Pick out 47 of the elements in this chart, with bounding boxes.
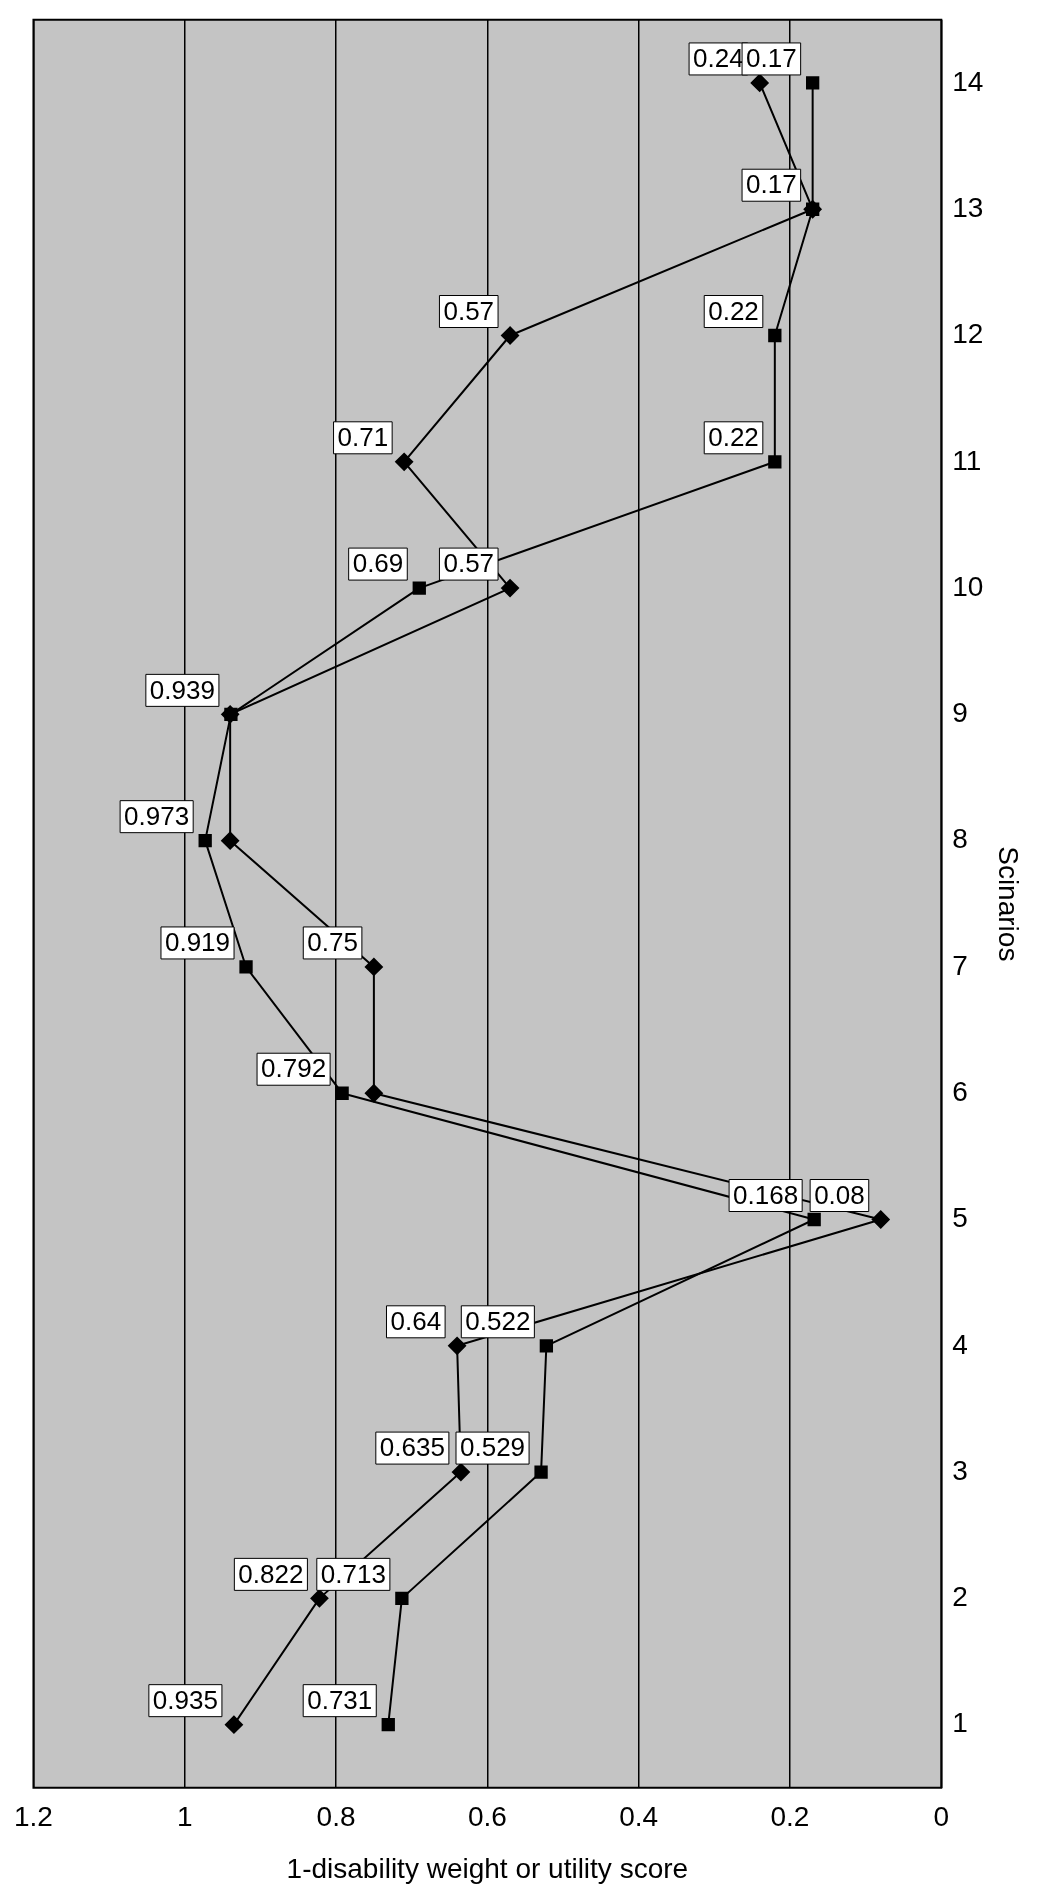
y-tick-label: 11 [952, 444, 982, 476]
data-label: 0.635 [379, 1432, 445, 1463]
data-label: 0.973 [124, 800, 190, 831]
data-label: 0.57 [443, 295, 495, 326]
data-label: 0.935 [152, 1684, 218, 1715]
data-label: 0.792 [261, 1053, 327, 1084]
x-tick-label: 0.4 [619, 1801, 659, 1833]
y-tick-label: 12 [952, 318, 984, 350]
data-label: 0.939 [149, 674, 215, 705]
data-label: 0.08 [814, 1179, 865, 1210]
data-label: 0.713 [320, 1558, 386, 1589]
y-tick-label: 10 [952, 570, 984, 602]
data-label: 0.522 [465, 1305, 531, 1336]
data-label: 0.64 [390, 1305, 442, 1336]
data-label: 0.22 [708, 421, 759, 452]
data-label: 0.731 [307, 1684, 373, 1715]
data-label: 0.17 [746, 43, 797, 74]
y-tick-label: 9 [952, 697, 968, 729]
x-tick-label: 1 [176, 1801, 193, 1833]
data-label: 0.75 [307, 927, 358, 958]
y-tick-label: 8 [952, 823, 968, 855]
y-tick-label: 7 [952, 949, 968, 981]
y-tick-label: 4 [952, 1328, 968, 1360]
y-tick-label: 13 [952, 191, 984, 223]
data-label: 0.919 [164, 927, 231, 958]
data-label: 0.24 [693, 43, 744, 74]
data-label: 0.168 [733, 1179, 799, 1210]
data-label: 0.529 [460, 1432, 526, 1463]
data-label: 0.22 [708, 295, 759, 326]
x-tick-label: 0.6 [467, 1801, 507, 1833]
y-tick-label: 6 [952, 1075, 968, 1107]
data-label: 0.69 [352, 548, 404, 579]
y-axis-title: Scinarios [993, 846, 1025, 962]
y-tick-label: 14 [952, 65, 984, 97]
x-axis-title: 1-disability weight or utility score [286, 1852, 689, 1884]
y-tick-label: 3 [952, 1454, 968, 1486]
y-tick-label: 2 [952, 1581, 968, 1613]
data-label: 0.71 [337, 421, 389, 452]
data-label: 0.17 [746, 169, 797, 200]
y-tick-label: 5 [952, 1202, 968, 1234]
x-tick-label: 1.2 [13, 1801, 53, 1833]
x-tick-label: 0.8 [316, 1801, 356, 1833]
data-label: 0.57 [443, 548, 495, 579]
x-tick-label: 0 [933, 1801, 950, 1833]
data-label: 0.822 [238, 1558, 304, 1589]
y-tick-label: 1 [952, 1707, 968, 1739]
x-tick-label: 0.2 [770, 1801, 810, 1833]
